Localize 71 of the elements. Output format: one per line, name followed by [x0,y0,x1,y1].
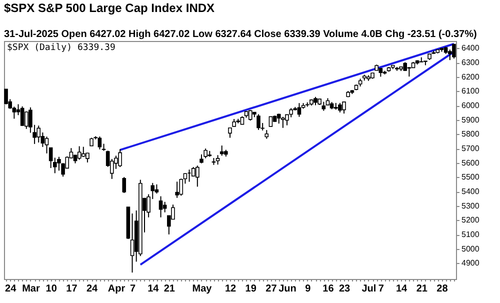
y-tick-label: 5600 [462,158,480,168]
candlestick [98,136,102,150]
candlestick [196,165,200,188]
y-tick-label: 6300 [462,58,480,68]
candlestick [452,44,456,60]
y-tick-label: 6400 [462,44,480,53]
candlestick [276,113,281,124]
candlestick [228,127,232,138]
candlestick [256,114,260,130]
x-tick-label: Mar [22,284,40,294]
x-tick-label: 28 [436,284,448,294]
candlestick [216,154,220,166]
candlestick [40,132,45,148]
candlestick [289,108,293,118]
x-tick-label: 24 [5,284,17,294]
candlestick [175,181,179,198]
text: 31-Jul-2025 Open 6427.02 High 6427.02 Low 6327.64 Close 6339.39 Volume 4.0B Chg -23.51 (-0.37%) [4,29,477,40]
x-tick-label: 14 [396,284,408,294]
x-tick-label: Jun [278,284,296,294]
annotation: $SPX (Daily) 6339.39 [7,43,116,53]
y-tick-label: 5700 [462,144,480,154]
y-tick-label: 5300 [462,201,480,210]
chart-title: $SPX S&P 500 Large Cap Index INDX [4,1,215,15]
x-tick-label: 16 [322,284,334,294]
candlestick [4,88,8,105]
x-tick-label: 21 [416,284,428,294]
y-tick-label: 6100 [462,86,480,96]
y-tick-label: 5200 [462,216,480,225]
candlestick [179,178,184,196]
y-tick-label: 5400 [462,187,480,196]
x-tick-label: 21 [164,284,176,294]
y-tick-label: 6200 [462,72,480,82]
x-tick-label: 9 [305,284,312,294]
candlestick [322,101,326,112]
x-tick-label: 14 [148,284,160,294]
candlestick [77,146,82,160]
candlestick [158,196,163,218]
x-tick-label: 17 [66,284,78,294]
y-tick-label: 5900 [462,115,480,124]
x-tick-label: 19 [245,284,257,294]
candlestick [36,125,41,144]
candlestick [122,176,126,194]
y-tick-label: 6000 [462,101,480,110]
y-tick-label: 5500 [462,172,480,182]
y-tick-label: 5100 [462,230,480,240]
candlestick [24,110,28,130]
candlestick [281,116,285,128]
candlestick [220,145,224,156]
x-tick-label: Jul [362,284,376,294]
x-tick-label: May [192,284,212,294]
x-tick-label: 10 [46,284,58,294]
y-tick-label: 4900 [462,258,480,268]
candlestick [118,148,122,168]
candlestick [342,101,346,114]
candlestick [82,146,86,158]
x-tick-label: 7 [378,284,384,294]
x-tick-label: Apr [108,284,126,294]
x-tick-label: 12 [224,284,236,294]
candlestick [53,157,57,174]
x-tick-label: 24 [86,284,98,294]
candlestick [130,212,134,274]
x-tick-label: 27 [266,284,278,294]
y-tick-label: 5800 [462,130,480,139]
x-tick-label: 7 [130,284,136,294]
candlestick [248,110,252,122]
candlestick [20,106,24,126]
candlestick [338,102,342,113]
candlestick [154,184,159,194]
x-tick-label: 23 [338,284,351,294]
y-tick-label: 5000 [462,244,480,254]
candlestick [268,116,273,127]
